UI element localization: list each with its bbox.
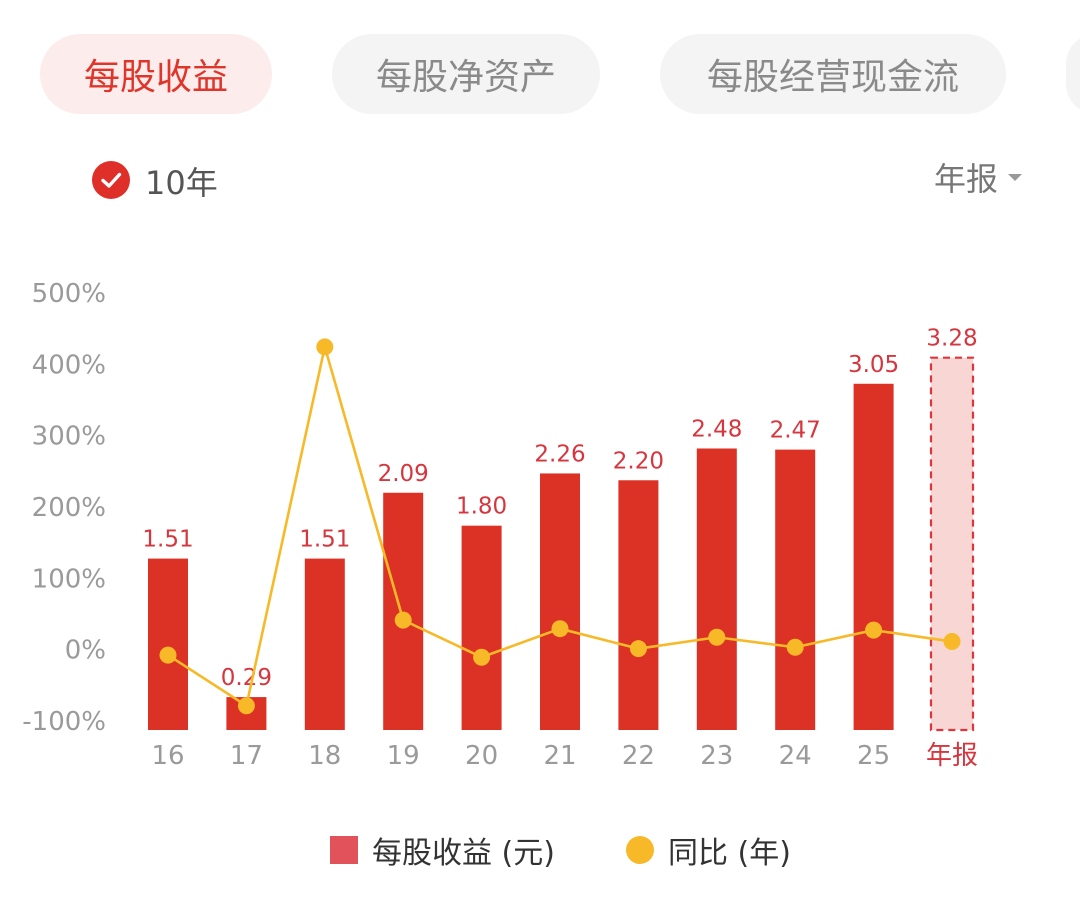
x-axis-tick-label: 年报 [926, 741, 978, 771]
y-axis-tick-label: -100% [22, 707, 106, 737]
y-axis-tick-label: 0% [65, 636, 106, 666]
y-axis-tick-label: 500% [32, 279, 106, 309]
bar-value-label: 1.51 [142, 527, 193, 553]
bar [618, 480, 659, 730]
legend-label-yoy: 同比 (年) [668, 836, 791, 871]
bar-value-label: 1.51 [299, 527, 350, 553]
yoy-point [865, 621, 883, 639]
y-axis-tick-label: 400% [32, 350, 106, 380]
yoy-point [473, 648, 491, 666]
bar-value-label: 2.09 [378, 461, 429, 487]
bar-value-label: 1.80 [456, 494, 507, 520]
tab-operating-cashflow-per-share[interactable]: 每股经营现金流 [660, 34, 1006, 114]
bar-value-label: 3.05 [848, 352, 899, 378]
yoy-point [786, 638, 804, 656]
x-axis-tick-label: 20 [465, 741, 498, 771]
metric-tabs: 每股收益 每股净资产 每股经营现金流 [0, 34, 1080, 116]
bar-value-label: 3.28 [926, 326, 977, 352]
bar [461, 525, 502, 730]
x-axis-tick-label: 23 [700, 741, 733, 771]
years-range-label[interactable]: 10年 [145, 164, 218, 202]
eps-chart: 500% 400% 300% 200% 100% 0% -100% 1.51 0.29 1.51 2… [22, 279, 978, 771]
x-axis-tick-label: 21 [543, 741, 576, 771]
x-axis-tick-label: 19 [387, 741, 420, 771]
x-axis-tick-label: 24 [779, 741, 812, 771]
bar-value-label: 2.26 [534, 441, 585, 467]
tab-net-assets-per-share[interactable]: 每股净资产 [332, 34, 600, 114]
tab-eps[interactable]: 每股收益 [40, 34, 272, 114]
period-dropdown[interactable]: 年报 [934, 154, 1022, 200]
bar [696, 448, 737, 730]
bar [304, 558, 345, 730]
yoy-point [316, 338, 334, 356]
legend-label-eps: 每股收益 (元) [372, 836, 555, 871]
yoy-point [629, 640, 647, 658]
yoy-point [159, 646, 177, 664]
bar-value-label: 2.20 [613, 448, 664, 474]
y-axis-tick-label: 300% [32, 422, 106, 452]
bar [148, 558, 188, 730]
bar-value-label: 0.29 [221, 665, 272, 691]
bar [383, 492, 424, 730]
filter-row: 10年 年报 [0, 150, 1080, 214]
bar-projected [929, 356, 975, 732]
bar [540, 473, 580, 730]
bar-value-label: 2.47 [770, 418, 821, 444]
legend-item-yoy[interactable]: 同比 (年) [626, 828, 791, 872]
x-axis-tick-label: 25 [857, 741, 890, 771]
x-axis-tick-label: 18 [308, 741, 341, 771]
x-axis-tick-label: 22 [622, 741, 655, 771]
bar [775, 449, 816, 730]
yoy-point [708, 628, 726, 646]
legend-item-eps[interactable]: 每股收益 (元) [330, 828, 555, 872]
x-axis-tick-label: 16 [151, 741, 184, 771]
legend-circle-swatch [626, 836, 654, 864]
yoy-point [551, 620, 569, 638]
yoy-point [394, 611, 412, 629]
legend-square-swatch [330, 836, 358, 864]
y-axis-tick-label: 100% [32, 564, 106, 594]
yoy-point [943, 633, 961, 651]
tab-more-partial[interactable] [1066, 34, 1080, 114]
yoy-point [237, 697, 255, 715]
y-axis-tick-label: 200% [32, 493, 106, 523]
bar [853, 383, 894, 730]
checkbox-checked-icon[interactable] [92, 161, 130, 199]
period-dropdown-label: 年报 [933, 160, 998, 198]
bar-value-label: 2.48 [691, 416, 742, 442]
x-axis-tick-label: 17 [230, 741, 263, 771]
chart-legend: 每股收益 (元) 同比 (年) [0, 828, 1080, 884]
caret-down-icon [1008, 173, 1022, 181]
